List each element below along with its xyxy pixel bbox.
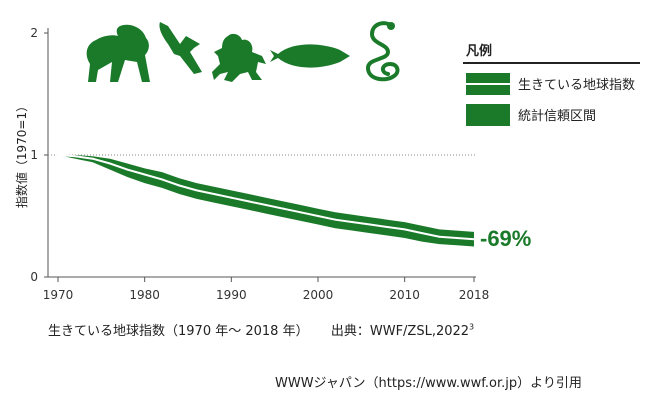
data-point xyxy=(369,223,371,226)
data-point xyxy=(143,173,146,176)
caption-source: 出典：WWF/ZSL,2022 xyxy=(330,324,470,339)
legend-item-ci: 統計信頼区間 xyxy=(466,104,596,126)
x-tick-label: 2018 xyxy=(459,288,490,302)
y-ticks: 0 1 2 xyxy=(30,26,48,284)
legend-swatch-ci xyxy=(466,104,510,126)
x-tick-label: 1970 xyxy=(43,288,74,302)
confidence-band xyxy=(58,155,474,247)
end-label: -69% xyxy=(480,226,531,251)
legend-label-index: 生きている地球指数 xyxy=(518,78,635,93)
data-point xyxy=(438,235,441,238)
data-point xyxy=(178,184,181,187)
x-tick-label: 1990 xyxy=(216,288,247,302)
data-point xyxy=(282,207,285,210)
data-point xyxy=(195,189,198,192)
gorilla-icon xyxy=(86,24,150,82)
data-point xyxy=(74,155,77,158)
x-tick-label: 2000 xyxy=(303,288,334,302)
frog-icon xyxy=(212,33,266,82)
data-point xyxy=(473,238,475,241)
data-point xyxy=(386,225,389,228)
animal-icons xyxy=(86,21,400,82)
y-tick-label: 2 xyxy=(30,26,38,40)
data-point xyxy=(230,196,233,199)
data-point xyxy=(299,211,302,214)
legend-item-index: 生きている地球指数 xyxy=(466,73,635,95)
data-point xyxy=(334,218,337,221)
data-point xyxy=(57,154,59,156)
data-point xyxy=(351,221,354,224)
data-point xyxy=(247,200,250,203)
y-axis-title: 指数値（1970=1） xyxy=(14,100,29,208)
x-tick-label: 1980 xyxy=(129,288,160,302)
data-point xyxy=(403,228,406,231)
data-points xyxy=(57,154,475,241)
credit: WWWジャパン（https://www.wwf.or.jp）より引用 xyxy=(275,376,582,391)
caption-source-sup: 3 xyxy=(469,322,475,332)
data-point xyxy=(109,162,111,165)
data-point xyxy=(317,215,319,217)
x-ticks: 1970 1980 1990 2000 2010 2018 xyxy=(43,277,490,302)
legend-label-ci: 統計信頼区間 xyxy=(518,108,596,124)
data-point xyxy=(421,232,423,235)
data-point xyxy=(126,168,129,171)
data-point xyxy=(91,157,94,160)
caption-title: 生きている地球指数（1970 年～ 2018 年） xyxy=(48,324,309,339)
data-point xyxy=(213,193,215,196)
y-tick-label: 0 xyxy=(30,270,38,284)
x-tick-label: 2010 xyxy=(389,288,420,302)
fish-icon xyxy=(270,44,350,68)
data-point xyxy=(161,178,163,181)
chart-caption: 生きている地球指数（1970 年～ 2018 年） 出典：WWF/ZSL,202… xyxy=(48,320,474,339)
legend: 凡例 生きている地球指数 統計信頼区間 xyxy=(463,43,640,126)
bird-icon xyxy=(159,22,202,74)
legend-title: 凡例 xyxy=(466,43,492,59)
y-tick-label: 1 xyxy=(30,148,38,162)
snake-icon xyxy=(365,21,400,82)
data-point xyxy=(265,204,267,207)
data-point xyxy=(455,236,458,239)
